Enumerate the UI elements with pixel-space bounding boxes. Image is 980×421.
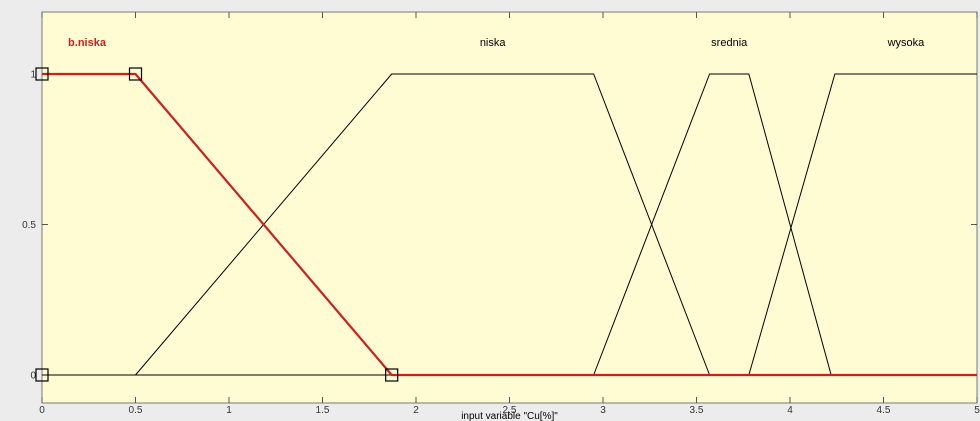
- series-labels: b.niska niska srednia wysoka: [68, 37, 925, 49]
- plot-area[interactable]: [41, 11, 978, 404]
- y-tick-label: 1: [30, 70, 36, 81]
- mf-label[interactable]: srednia: [711, 37, 748, 49]
- mf-handle[interactable]: [385, 368, 399, 382]
- x-axis-label: input variable "Cu[%]": [461, 411, 558, 421]
- x-tick-label: 0.5: [129, 405, 143, 416]
- mf-label[interactable]: wysoka: [887, 37, 926, 49]
- mf-handle[interactable]: [35, 67, 49, 81]
- mf-label[interactable]: niska: [480, 37, 507, 49]
- x-tick-label: 2.5: [503, 405, 517, 416]
- x-tick-label: 3.5: [690, 405, 704, 416]
- ticks-layer: 0 0.5 1 1.5 2 2.5 3 3.5 4 4.5 5 0 0.5 1: [22, 12, 980, 416]
- x-tick-label: 1.5: [316, 405, 330, 416]
- x-tick-label: 1: [226, 405, 232, 416]
- y-tick-label: 0: [30, 371, 36, 382]
- mf-curve-b-niska[interactable]: [42, 72, 977, 377]
- x-tick-label: 4: [787, 405, 793, 416]
- y-tick-label: 0.5: [22, 220, 36, 231]
- mf-label[interactable]: b.niska: [68, 37, 107, 49]
- mf-handle[interactable]: [128, 67, 143, 81]
- x-tick-label: 4.5: [877, 405, 891, 416]
- x-tick-label: 3: [600, 405, 606, 416]
- mf-handle[interactable]: [35, 368, 49, 382]
- series-layer: [35, 67, 977, 382]
- x-tick-label: 2: [413, 405, 419, 416]
- x-tick-label: 5: [974, 405, 980, 416]
- x-tick-label: 0: [39, 405, 45, 416]
